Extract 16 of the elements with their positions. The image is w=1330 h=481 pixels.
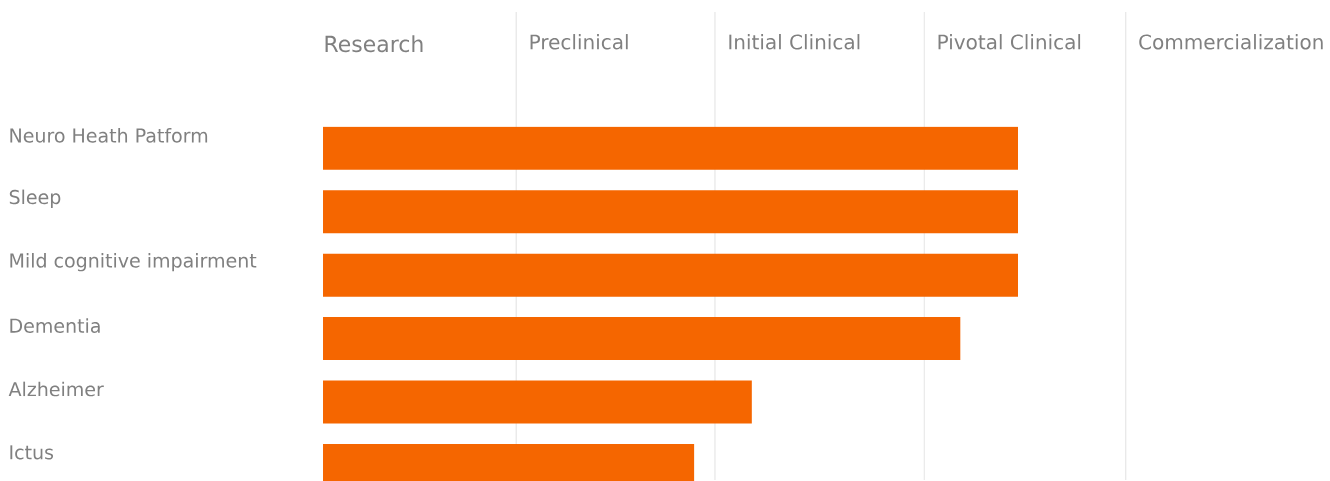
ref-line-label: Preclinical xyxy=(530,34,628,50)
y-tick-label: Alzheimer xyxy=(8,381,104,397)
y-tick-label: Dementia xyxy=(10,318,100,333)
ref-line-label: Initial Clinical xyxy=(729,34,860,50)
ref-line-label: Commercialization xyxy=(1139,34,1323,50)
bar xyxy=(323,380,752,424)
text: Research xyxy=(325,35,423,53)
bar xyxy=(323,317,961,361)
y-tick-label: Ictus xyxy=(10,445,54,460)
y-tick-label: Mild cognitive impairment xyxy=(10,252,257,272)
bar xyxy=(323,190,1018,234)
bar xyxy=(323,126,1018,170)
bar xyxy=(323,253,1018,297)
y-tick-label: Sleep xyxy=(9,189,61,208)
y-tick-label: Neuro Heath Patform xyxy=(10,127,208,143)
ref-line-label: Pivotal Clinical xyxy=(938,34,1081,50)
